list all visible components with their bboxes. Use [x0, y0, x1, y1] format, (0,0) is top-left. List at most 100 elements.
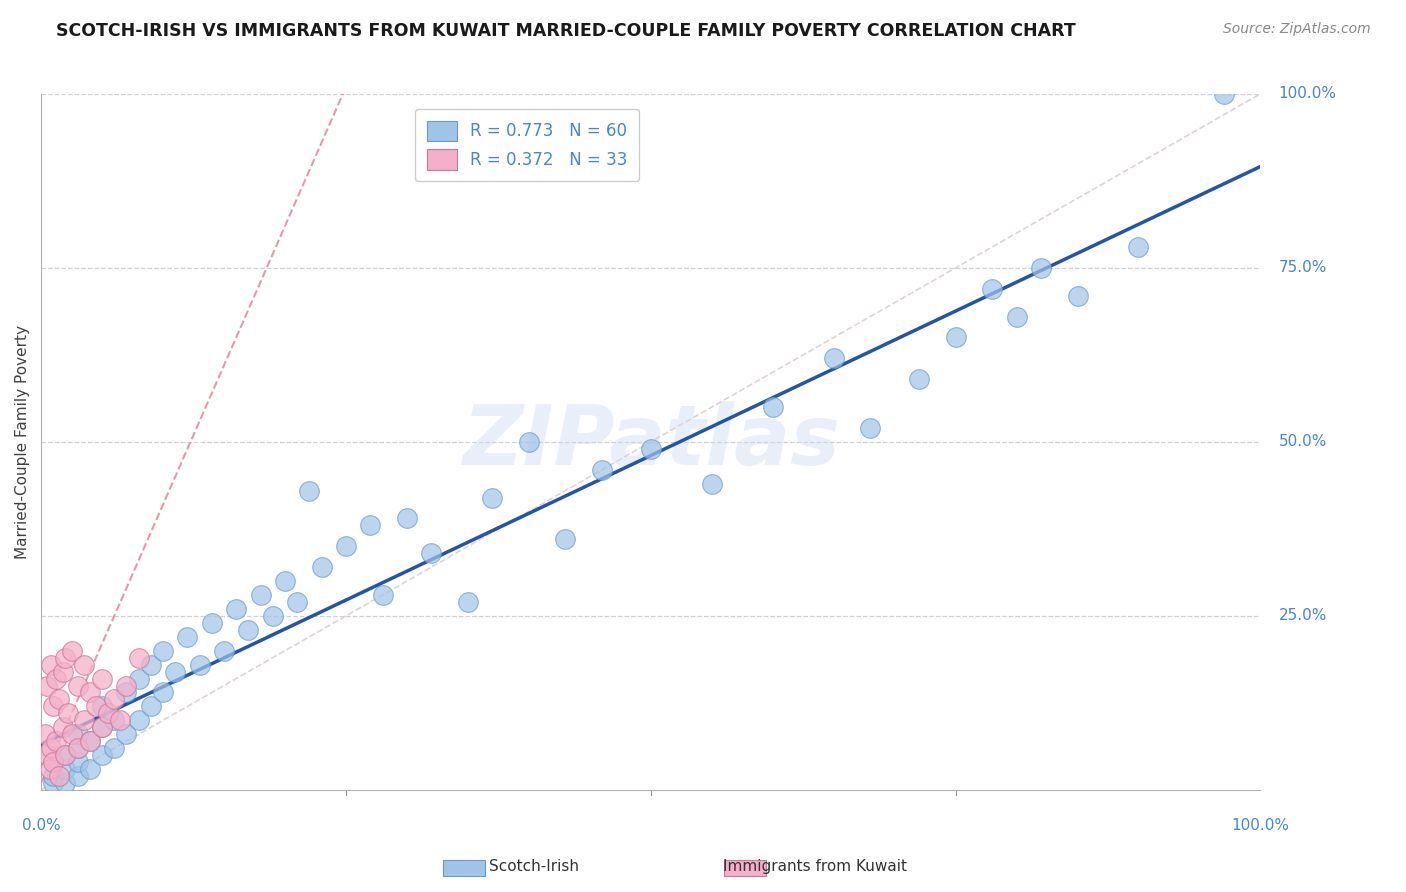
Text: Scotch-Irish: Scotch-Irish	[489, 859, 579, 874]
Point	[212, 643, 235, 657]
Text: Source: ZipAtlas.com: Source: ZipAtlas.com	[1223, 22, 1371, 37]
Point	[39, 657, 62, 672]
Text: 100.0%: 100.0%	[1278, 87, 1337, 102]
Point	[79, 734, 101, 748]
Point	[1029, 260, 1052, 275]
Point	[700, 476, 723, 491]
Point	[34, 727, 56, 741]
Point	[42, 699, 65, 714]
Point	[201, 615, 224, 630]
Point	[91, 720, 114, 734]
Point	[554, 533, 576, 547]
Point	[45, 672, 67, 686]
Point	[56, 706, 79, 721]
Point	[55, 748, 77, 763]
Point	[139, 699, 162, 714]
Point	[55, 748, 77, 763]
Point	[823, 351, 845, 366]
Text: ZIPatlas: ZIPatlas	[461, 401, 839, 483]
Point	[66, 727, 89, 741]
Point	[48, 692, 70, 706]
Point	[139, 657, 162, 672]
Point	[274, 574, 297, 588]
Point	[39, 741, 62, 756]
Point	[859, 421, 882, 435]
Point	[176, 630, 198, 644]
Point	[66, 679, 89, 693]
Point	[38, 762, 60, 776]
Point	[66, 741, 89, 756]
Point	[128, 650, 150, 665]
Point	[188, 657, 211, 672]
Point	[37, 679, 59, 693]
Point	[981, 282, 1004, 296]
Point	[97, 706, 120, 721]
Point	[60, 727, 83, 741]
Y-axis label: Married-Couple Family Poverty: Married-Couple Family Poverty	[15, 325, 30, 559]
Text: 0.0%: 0.0%	[21, 818, 60, 833]
Point	[66, 741, 89, 756]
Point	[152, 643, 174, 657]
Text: Immigrants from Kuwait: Immigrants from Kuwait	[724, 859, 907, 874]
Point	[52, 720, 75, 734]
Point	[249, 588, 271, 602]
Point	[1212, 87, 1234, 101]
Point	[762, 400, 785, 414]
Point	[945, 330, 967, 344]
Point	[335, 539, 357, 553]
Point	[84, 699, 107, 714]
Point	[115, 685, 138, 699]
Point	[238, 623, 260, 637]
Point	[66, 769, 89, 783]
Point	[152, 685, 174, 699]
Point	[311, 560, 333, 574]
Point	[359, 518, 381, 533]
Point	[79, 762, 101, 776]
Point	[640, 442, 662, 456]
Point	[371, 588, 394, 602]
Point	[91, 748, 114, 763]
Point	[60, 643, 83, 657]
Point	[66, 755, 89, 769]
Point	[55, 776, 77, 790]
Point	[517, 434, 540, 449]
Point	[128, 714, 150, 728]
Point	[79, 685, 101, 699]
Text: SCOTCH-IRISH VS IMMIGRANTS FROM KUWAIT MARRIED-COUPLE FAMILY POVERTY CORRELATION: SCOTCH-IRISH VS IMMIGRANTS FROM KUWAIT M…	[56, 22, 1076, 40]
Point	[591, 463, 613, 477]
Point	[1128, 240, 1150, 254]
Point	[103, 714, 125, 728]
Point	[262, 608, 284, 623]
Point	[115, 727, 138, 741]
Point	[37, 748, 59, 763]
Point	[42, 755, 65, 769]
Point	[45, 734, 67, 748]
Point	[42, 776, 65, 790]
Legend: R = 0.773   N = 60, R = 0.372   N = 33: R = 0.773 N = 60, R = 0.372 N = 33	[415, 109, 640, 181]
Point	[457, 595, 479, 609]
Point	[73, 657, 96, 672]
Point	[91, 672, 114, 686]
Text: 25.0%: 25.0%	[1278, 608, 1327, 624]
Point	[91, 720, 114, 734]
Point	[481, 491, 503, 505]
Point	[395, 511, 418, 525]
Point	[103, 741, 125, 756]
Point	[165, 665, 187, 679]
Point	[908, 372, 931, 386]
Point	[79, 734, 101, 748]
Point	[225, 602, 247, 616]
Point	[55, 762, 77, 776]
Point	[73, 714, 96, 728]
Point	[110, 714, 132, 728]
Point	[48, 769, 70, 783]
Point	[285, 595, 308, 609]
Text: 50.0%: 50.0%	[1278, 434, 1327, 450]
Text: 100.0%: 100.0%	[1232, 818, 1289, 833]
Point	[1005, 310, 1028, 324]
Point	[55, 650, 77, 665]
Point	[128, 672, 150, 686]
Point	[103, 692, 125, 706]
Text: 75.0%: 75.0%	[1278, 260, 1327, 276]
Point	[52, 665, 75, 679]
